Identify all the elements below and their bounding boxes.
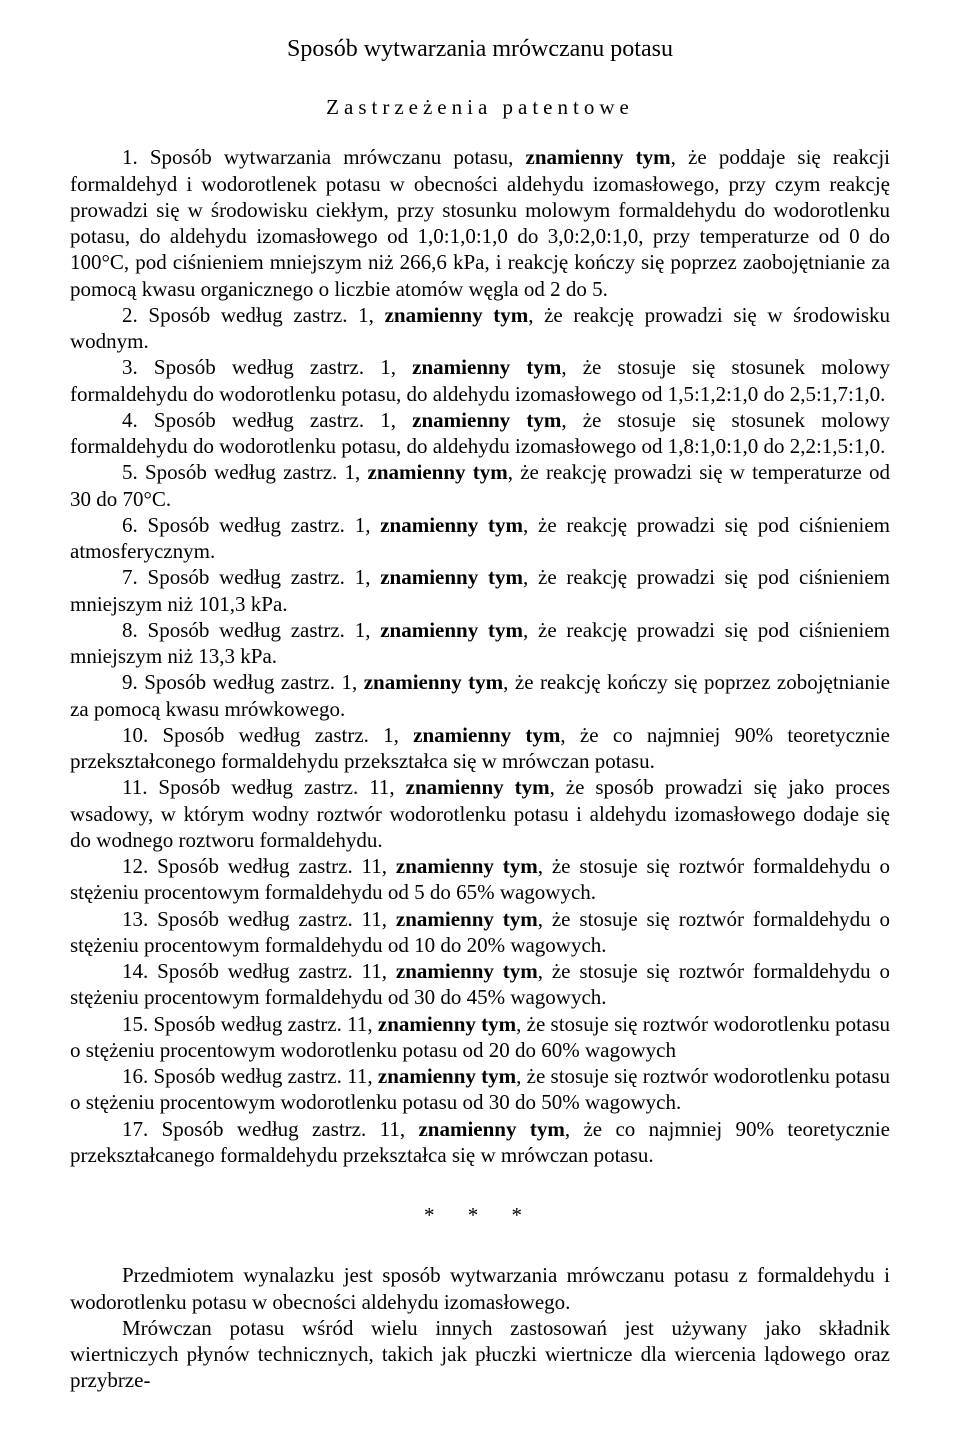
claim-pre: 17. Sposób według zastrz. 11, (122, 1117, 418, 1141)
claim-pre: 8. Sposób według zastrz. 1, (122, 618, 380, 642)
claim-pre: 2. Sposób według zastrz. 1, (122, 303, 385, 327)
claim-item: 5. Sposób według zastrz. 1, znamienny ty… (70, 459, 890, 512)
claim-pre: 9. Sposób według zastrz. 1, (122, 670, 364, 694)
claim-item: 10. Sposób według zastrz. 1, znamienny t… (70, 722, 890, 775)
claim-bold-phrase: znamienny tym (413, 723, 560, 747)
claim-pre: 3. Sposób według zastrz. 1, (122, 355, 412, 379)
claim-bold-phrase: znamienny tym (364, 670, 503, 694)
claim-bold-phrase: znamienny tym (368, 460, 508, 484)
body-paragraph: Mrówczan potasu wśród wielu innych zasto… (70, 1315, 890, 1394)
claim-item: 12. Sposób według zastrz. 11, znamienny … (70, 853, 890, 906)
body-text: Przedmiotem wynalazku jest sposób wytwar… (70, 1262, 890, 1393)
claim-item: 6. Sposób według zastrz. 1, znamienny ty… (70, 512, 890, 565)
claim-bold-phrase: znamienny tym (412, 408, 561, 432)
claim-pre: 11. Sposób według zastrz. 11, (122, 775, 406, 799)
claim-pre: 5. Sposób według zastrz. 1, (122, 460, 368, 484)
claim-bold-phrase: znamienny tym (418, 1117, 564, 1141)
claim-pre: 12. Sposób według zastrz. 11, (122, 854, 396, 878)
claim-pre: 1. Sposób wytwarzania mrówczanu potasu, (122, 145, 526, 169)
claim-item: 4. Sposób według zastrz. 1, znamienny ty… (70, 407, 890, 460)
claim-bold-phrase: znamienny tym (406, 775, 550, 799)
claim-item: 17. Sposób według zastrz. 11, znamienny … (70, 1116, 890, 1169)
claim-bold-phrase: znamienny tym (396, 907, 538, 931)
claim-item: 3. Sposób według zastrz. 1, znamienny ty… (70, 354, 890, 407)
claim-pre: 6. Sposób według zastrz. 1, (122, 513, 380, 537)
claim-bold-phrase: znamienny tym (396, 854, 538, 878)
claim-item: 1. Sposób wytwarzania mrówczanu potasu, … (70, 144, 890, 302)
claim-bold-phrase: znamienny tym (380, 618, 523, 642)
claim-pre: 15. Sposób według zastrz. 11, (122, 1012, 378, 1036)
claim-pre: 4. Sposób według zastrz. 1, (122, 408, 412, 432)
claim-bold-phrase: znamienny tym (380, 565, 523, 589)
claim-item: 11. Sposób według zastrz. 11, znamienny … (70, 774, 890, 853)
claim-item: 2. Sposób według zastrz. 1, znamienny ty… (70, 302, 890, 355)
page-title: Sposób wytwarzania mrówczanu potasu (70, 34, 890, 64)
claim-bold-phrase: znamienny tym (526, 145, 671, 169)
claim-pre: 16. Sposób według zastrz. 11, (122, 1064, 378, 1088)
claims-list: 1. Sposób wytwarzania mrówczanu potasu, … (70, 144, 890, 1168)
claim-item: 13. Sposób według zastrz. 11, znamienny … (70, 906, 890, 959)
claim-item: 9. Sposób według zastrz. 1, znamienny ty… (70, 669, 890, 722)
claim-bold-phrase: znamienny tym (378, 1012, 516, 1036)
claim-item: 14. Sposób według zastrz. 11, znamienny … (70, 958, 890, 1011)
body-paragraph: Przedmiotem wynalazku jest sposób wytwar… (70, 1262, 890, 1315)
section-heading-claims: Zastrzeżenia patentowe (70, 94, 890, 120)
claim-bold-phrase: znamienny tym (412, 355, 561, 379)
claim-bold-phrase: znamienny tym (396, 959, 538, 983)
claim-pre: 14. Sposób według zastrz. 11, (122, 959, 396, 983)
claim-pre: 13. Sposób według zastrz. 11, (122, 907, 396, 931)
claim-item: 16. Sposób według zastrz. 11, znamienny … (70, 1063, 890, 1116)
claim-item: 15. Sposób według zastrz. 11, znamienny … (70, 1011, 890, 1064)
claim-bold-phrase: znamienny tym (380, 513, 523, 537)
separator-stars: * * * (70, 1202, 890, 1228)
claim-bold-phrase: znamienny tym (385, 303, 529, 327)
claim-item: 8. Sposób według zastrz. 1, znamienny ty… (70, 617, 890, 670)
claim-item: 7. Sposób według zastrz. 1, znamienny ty… (70, 564, 890, 617)
claim-bold-phrase: znamienny tym (378, 1064, 516, 1088)
claim-pre: 7. Sposób według zastrz. 1, (122, 565, 380, 589)
claim-pre: 10. Sposób według zastrz. 1, (122, 723, 413, 747)
